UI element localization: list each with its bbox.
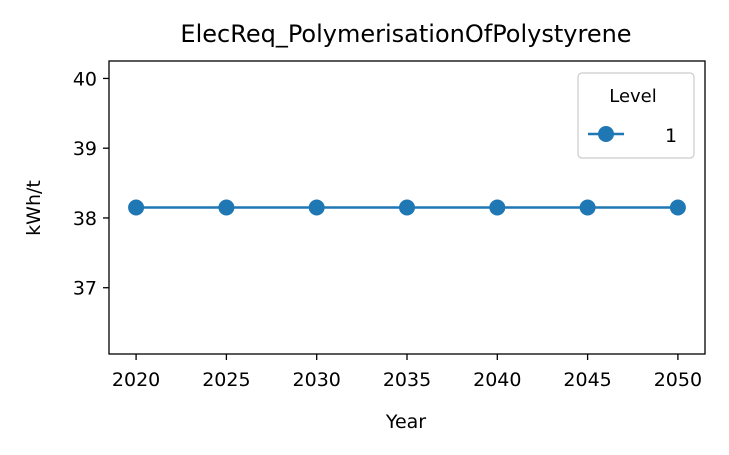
- y-tick-label: 37: [73, 278, 97, 300]
- y-axis-label: kWh/t: [23, 180, 45, 236]
- x-tick-label: 2030: [293, 369, 341, 391]
- series-group: [128, 199, 686, 216]
- x-axis: 2020 2025 2030 2035 2040 2045 2050: [112, 354, 702, 391]
- legend-title: Level: [609, 86, 657, 107]
- x-tick-label: 2035: [383, 369, 431, 391]
- data-point: [399, 199, 415, 216]
- legend-series-label: 1: [665, 125, 677, 147]
- y-tick-label: 40: [73, 68, 97, 90]
- data-point: [128, 199, 145, 216]
- data-point: [669, 199, 686, 216]
- data-point: [308, 199, 325, 216]
- data-point: [579, 199, 596, 216]
- x-axis-label: Year: [385, 411, 426, 433]
- y-tick-label: 38: [73, 208, 97, 230]
- x-tick-label: 2050: [654, 369, 702, 391]
- x-tick-label: 2020: [112, 369, 160, 391]
- x-tick-label: 2045: [563, 369, 611, 391]
- chart-title: ElecReq_PolymerisationOfPolystyrene: [180, 20, 631, 48]
- data-point: [489, 199, 506, 216]
- legend-series-marker: [598, 126, 614, 142]
- y-tick-label: 39: [73, 138, 97, 160]
- x-tick-label: 2040: [473, 369, 521, 391]
- x-tick-label: 2025: [202, 369, 250, 391]
- y-axis: 37 38 39 40: [73, 68, 109, 300]
- legend: Level 1: [577, 72, 695, 159]
- data-point: [218, 199, 235, 216]
